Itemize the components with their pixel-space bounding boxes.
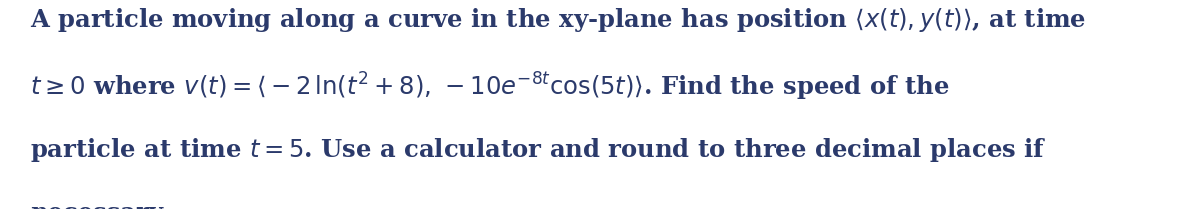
Text: A particle moving along a curve in the xy-plane has position $\langle x(t), y(t): A particle moving along a curve in the x… <box>30 6 1086 34</box>
Text: necessary.: necessary. <box>30 201 169 209</box>
Text: $t \geq 0$ where $v(t) = \langle -2\,\ln(t^2+8),\,-10e^{-8t}\cos(5t)\rangle$. Fi: $t \geq 0$ where $v(t) = \langle -2\,\ln… <box>30 71 949 103</box>
Text: particle at time $t = 5$. Use a calculator and round to three decimal places if: particle at time $t = 5$. Use a calculat… <box>30 136 1046 164</box>
